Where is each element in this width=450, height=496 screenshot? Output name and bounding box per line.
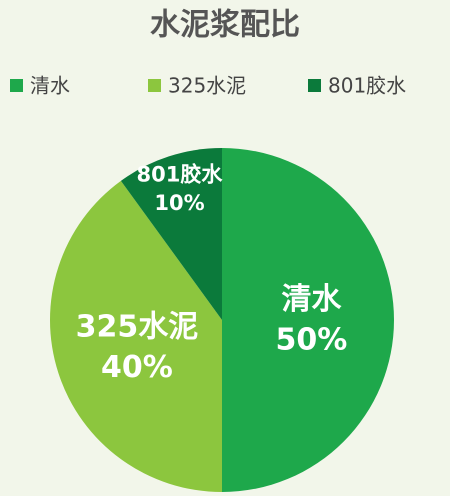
- legend-swatch: [308, 79, 321, 92]
- legend-label: 325水泥: [168, 74, 246, 98]
- slice-label: 清水: [281, 282, 342, 317]
- legend-label: 清水: [30, 74, 70, 98]
- pie-slice: [222, 148, 394, 492]
- slice-label: 801胶水: [137, 162, 224, 186]
- chart-title: 水泥浆配比: [150, 8, 300, 43]
- slice-value: 40%: [101, 350, 173, 385]
- legend-swatch: [10, 79, 23, 92]
- pie-slice: [120, 148, 222, 320]
- pie-slice: [50, 180, 222, 493]
- slice-value: 10%: [154, 191, 204, 215]
- legend-label: 801胶水: [328, 74, 406, 98]
- legend-swatch: [148, 79, 161, 92]
- slice-label: 325水泥: [76, 310, 199, 345]
- slice-value: 50%: [276, 323, 348, 358]
